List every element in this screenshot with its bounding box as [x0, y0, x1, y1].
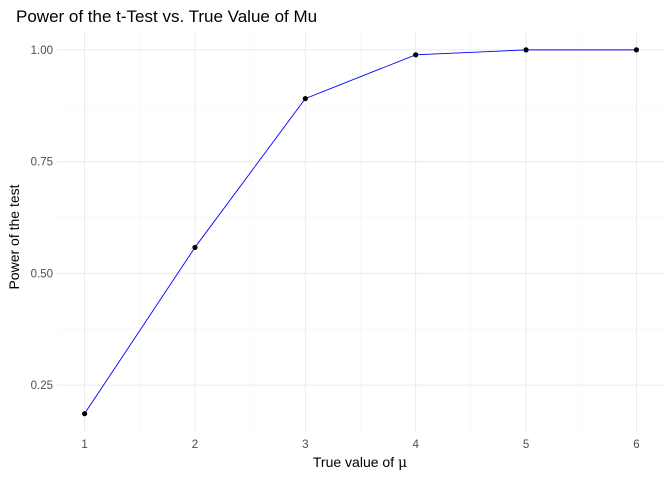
y-tick-label: 0.50 — [31, 268, 53, 280]
data-point — [81, 411, 88, 417]
chart-title: Power of the t-Test vs. True Value of Mu — [16, 7, 317, 26]
power-series-line — [84, 49, 637, 414]
x-tick-label: 1 — [81, 439, 87, 451]
y-tick-labels: 0.25 0.50 0.75 1.00 — [31, 45, 53, 392]
y-tick-label: 1.00 — [31, 45, 53, 57]
x-axis-title: True value of μ — [313, 454, 407, 471]
data-point — [523, 47, 529, 53]
data-point — [192, 244, 198, 251]
x-tick-label: 6 — [633, 439, 639, 451]
data-points — [81, 47, 640, 417]
data-point — [413, 52, 419, 58]
y-tick-label: 0.75 — [31, 157, 53, 169]
y-tick-label: 0.25 — [31, 380, 53, 392]
x-tick-label: 3 — [302, 439, 308, 451]
mu-symbol: μ — [398, 455, 407, 471]
data-point — [302, 95, 308, 102]
x-tick-label: 5 — [523, 439, 529, 451]
data-point — [633, 47, 640, 53]
x-tick-labels: 1 2 3 4 5 6 — [81, 439, 639, 451]
y-axis-title: Power of the test — [6, 184, 22, 289]
x-tick-label: 4 — [412, 439, 419, 451]
x-tick-label: 2 — [192, 439, 198, 451]
plot-grid — [57, 32, 664, 432]
